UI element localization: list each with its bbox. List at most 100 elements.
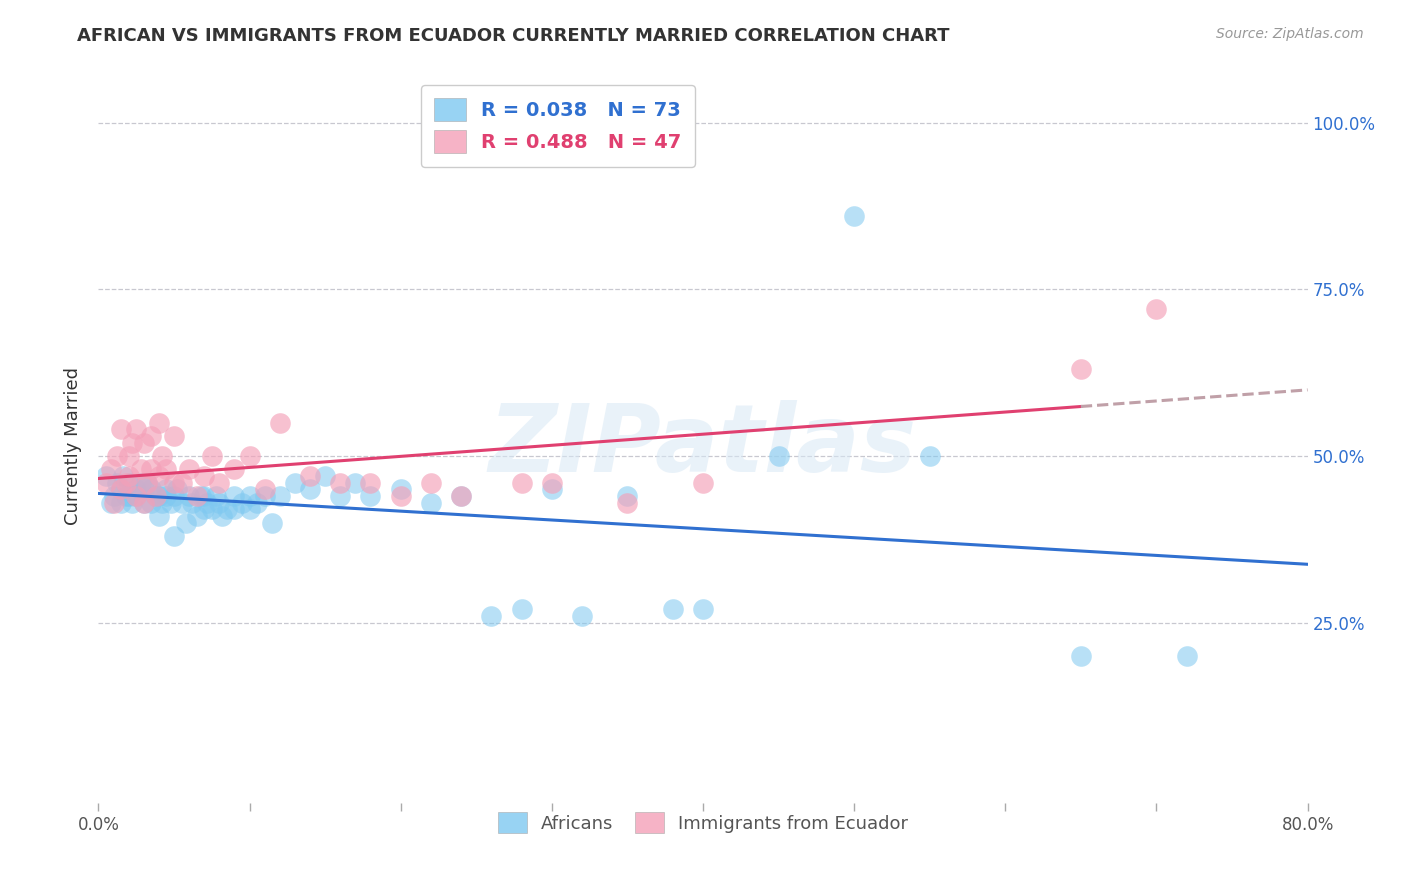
Point [299, 483, 322, 497]
Point [148, 469, 170, 483]
Point [208, 496, 231, 510]
Point [692, 602, 714, 616]
Point [239, 502, 262, 516]
Point [132, 496, 155, 510]
Point [110, 422, 132, 436]
Point [181, 496, 204, 510]
Point [201, 449, 224, 463]
Point [114, 475, 136, 490]
Point [141, 462, 163, 476]
Point [145, 489, 167, 503]
Point [450, 489, 472, 503]
Point [100, 496, 122, 510]
Point [262, 516, 284, 530]
Point [132, 496, 155, 510]
Text: Source: ZipAtlas.com: Source: ZipAtlas.com [1216, 27, 1364, 41]
Point [344, 475, 367, 490]
Point [163, 529, 186, 543]
Point [768, 449, 790, 463]
Point [389, 489, 412, 503]
Point [132, 435, 155, 450]
Point [253, 483, 276, 497]
Point [1144, 302, 1167, 317]
Point [105, 475, 128, 490]
Point [224, 462, 246, 476]
Legend: Africans, Immigrants from Ecuador: Africans, Immigrants from Ecuador [491, 805, 915, 840]
Point [94, 475, 117, 490]
Point [284, 475, 307, 490]
Point [118, 449, 141, 463]
Point [155, 483, 177, 497]
Point [110, 496, 132, 510]
Point [253, 489, 276, 503]
Point [215, 502, 238, 516]
Text: AFRICAN VS IMMIGRANTS FROM ECUADOR CURRENTLY MARRIED CORRELATION CHART: AFRICAN VS IMMIGRANTS FROM ECUADOR CURRE… [77, 27, 950, 45]
Point [110, 483, 132, 497]
Point [510, 475, 533, 490]
Point [224, 502, 246, 516]
Point [193, 469, 215, 483]
Point [163, 489, 186, 503]
Point [314, 469, 336, 483]
Point [186, 509, 208, 524]
Point [193, 489, 215, 503]
Point [224, 489, 246, 503]
Point [121, 496, 143, 510]
Point [360, 475, 382, 490]
Point [195, 496, 218, 510]
Point [125, 483, 148, 497]
Point [170, 496, 193, 510]
Point [141, 483, 163, 497]
Point [150, 496, 173, 510]
Point [163, 475, 186, 490]
Point [661, 602, 683, 616]
Point [389, 483, 412, 497]
Point [163, 429, 186, 443]
Point [125, 489, 148, 503]
Point [540, 483, 562, 497]
Text: ZIPatlas: ZIPatlas [489, 400, 917, 492]
Point [150, 449, 173, 463]
Point [141, 429, 163, 443]
Point [155, 462, 177, 476]
Point [329, 475, 352, 490]
Point [510, 602, 533, 616]
Point [481, 609, 503, 624]
Point [186, 489, 208, 503]
Point [844, 209, 866, 223]
Point [211, 509, 233, 524]
Point [125, 489, 148, 503]
Point [170, 475, 193, 490]
Point [179, 462, 201, 476]
Point [100, 462, 122, 476]
Point [155, 489, 177, 503]
Point [135, 475, 157, 490]
Point [148, 489, 170, 503]
Point [103, 489, 125, 503]
Point [148, 509, 170, 524]
Point [231, 496, 253, 510]
Point [269, 416, 291, 430]
Point [111, 469, 134, 483]
Point [360, 489, 382, 503]
Point [135, 475, 157, 490]
Point [299, 469, 322, 483]
Point [420, 475, 443, 490]
Y-axis label: Currently Married: Currently Married [65, 367, 83, 525]
Point [420, 496, 443, 510]
Point [1070, 362, 1092, 376]
Point [148, 416, 170, 430]
Point [179, 489, 201, 503]
Point [269, 489, 291, 503]
Point [166, 483, 188, 497]
Point [1175, 649, 1198, 664]
Point [103, 496, 125, 510]
Point [239, 489, 262, 503]
Point [125, 422, 148, 436]
Point [450, 489, 472, 503]
Point [121, 435, 143, 450]
Point [132, 483, 155, 497]
Point [114, 489, 136, 503]
Point [118, 469, 141, 483]
Point [239, 449, 262, 463]
